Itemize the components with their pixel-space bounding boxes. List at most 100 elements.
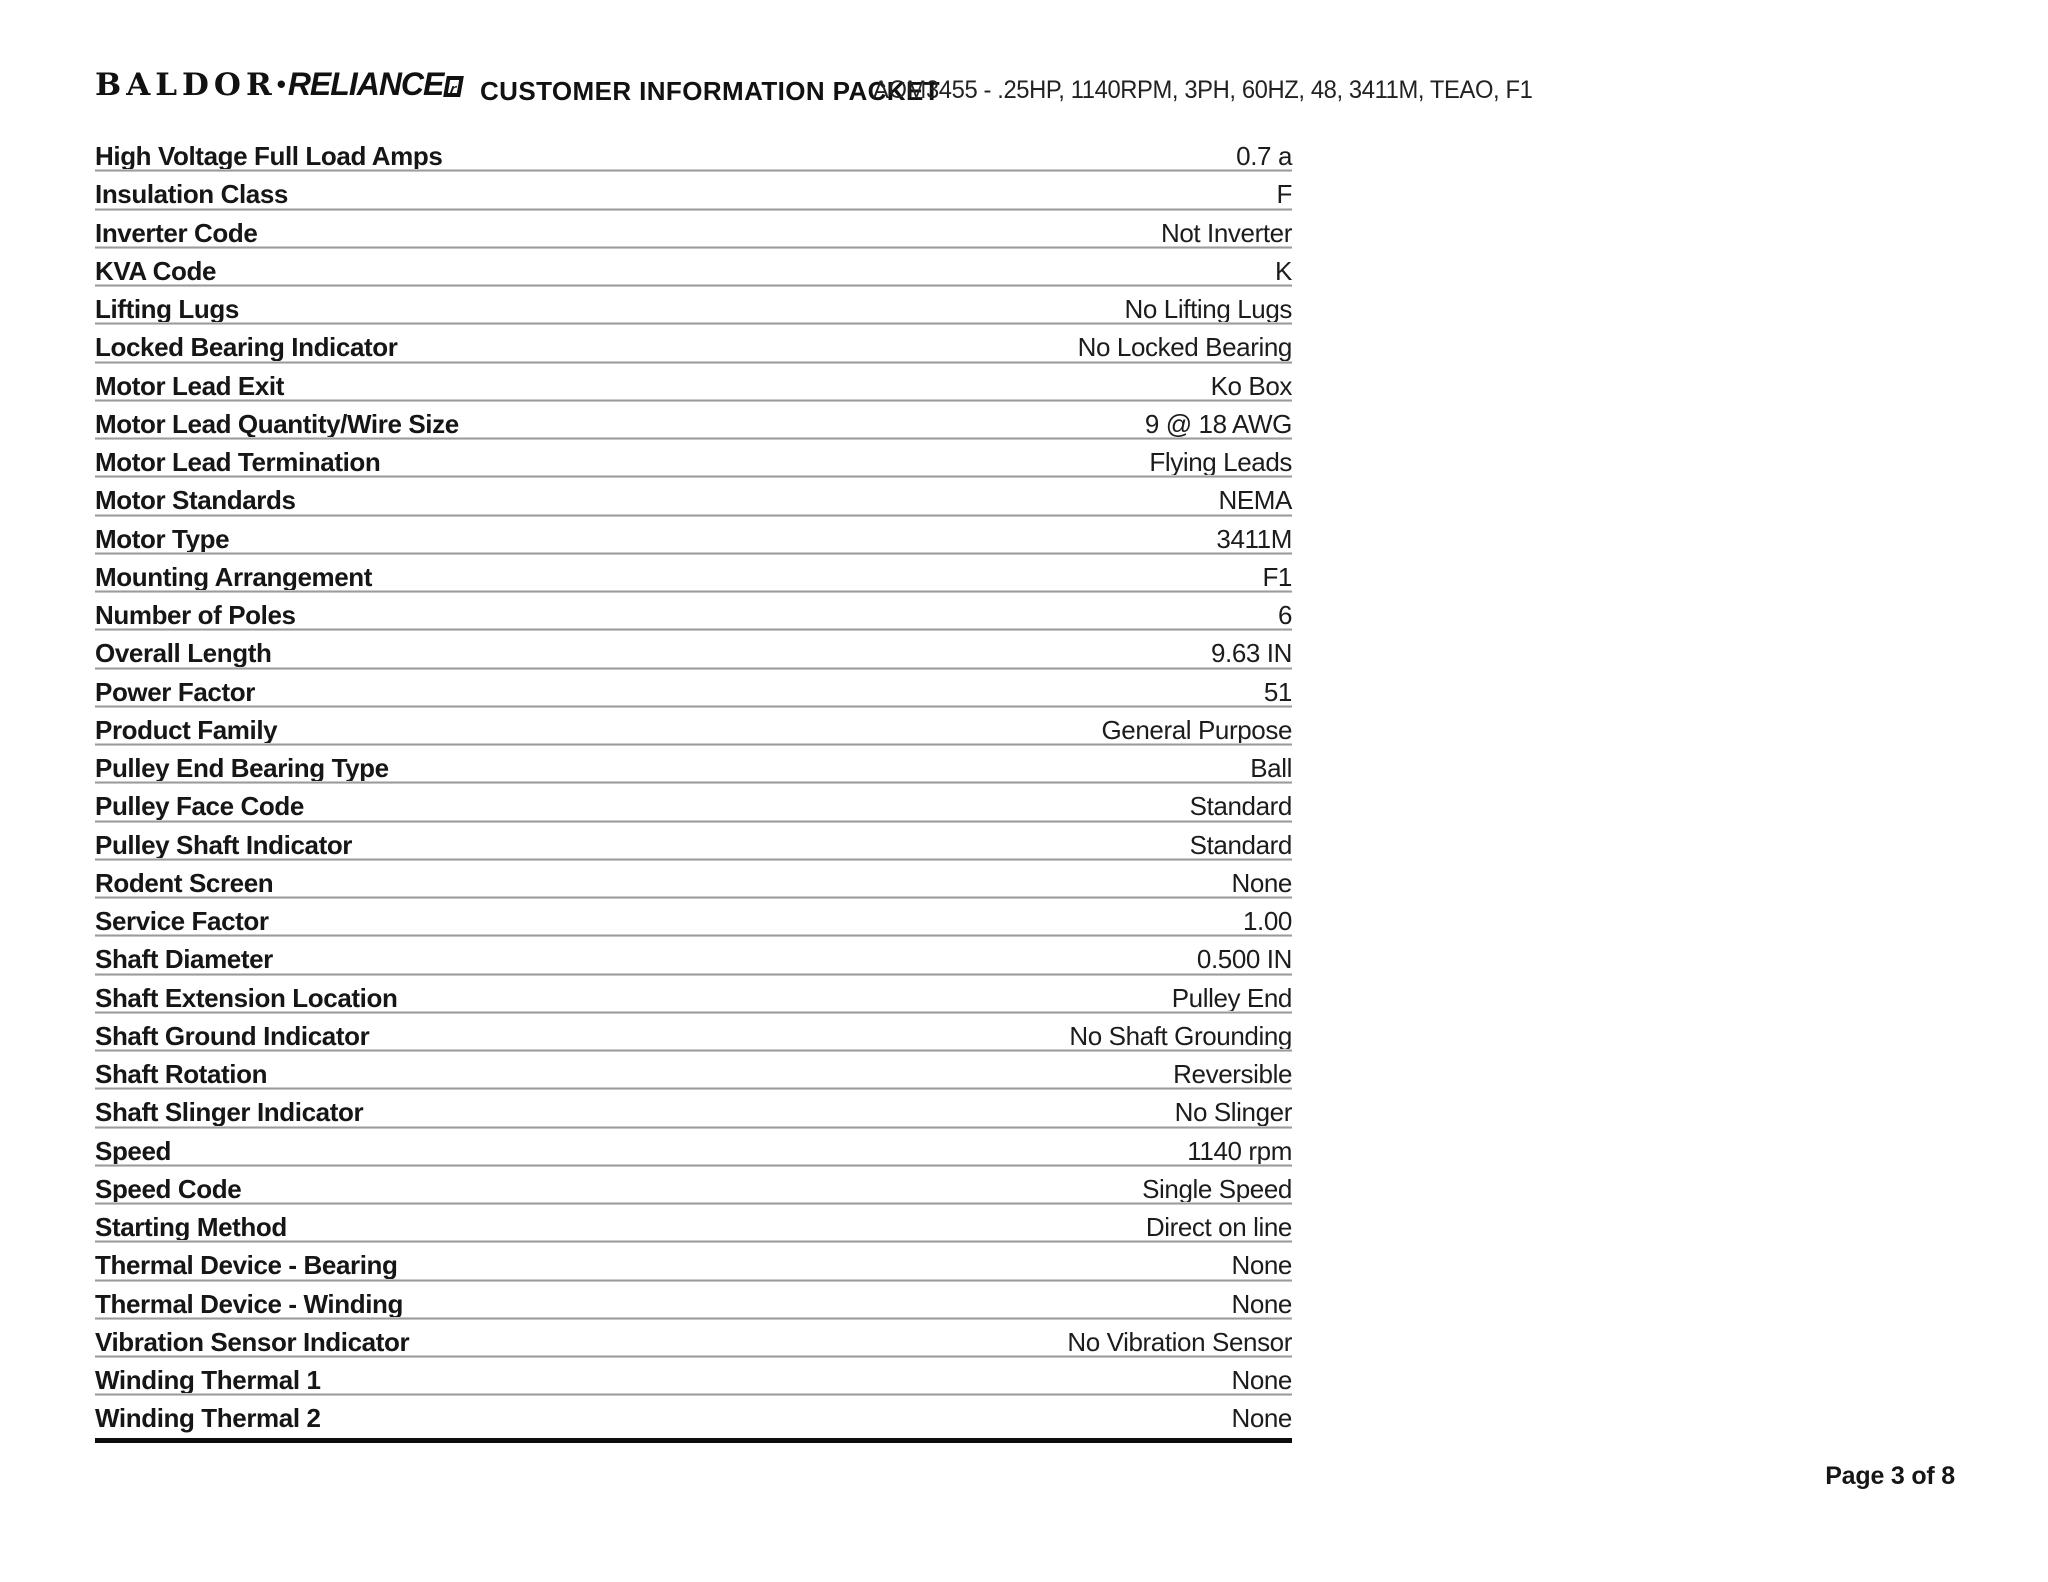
spec-value: Direct on line	[1145, 1212, 1293, 1242]
spec-row: Speed 1140 rpm	[95, 1132, 1292, 1170]
spec-table: High Voltage Full Load Amps 0.7 a Insula…	[95, 137, 1292, 1443]
spec-label: Winding Thermal 2	[95, 1403, 321, 1434]
spec-value: 0.500 IN	[1196, 944, 1292, 975]
product-description: AOM3455 - .25HP, 1140RPM, 3PH, 60HZ, 48,…	[873, 76, 1533, 104]
spec-label: Product Family	[95, 714, 278, 745]
spec-value: No Lifting Lugs	[1124, 294, 1293, 324]
spec-label: Pulley Shaft Indicator	[95, 829, 353, 860]
spec-label: Thermal Device - Winding	[95, 1288, 403, 1319]
spec-label: Service Factor	[95, 906, 269, 936]
spec-value: 1.00	[1242, 906, 1292, 936]
spec-value: General Purpose	[1101, 714, 1292, 745]
spec-value: K	[1275, 255, 1292, 286]
spec-row: Motor Lead Exit Ko Box	[95, 367, 1292, 405]
spec-row: Winding Thermal 2 None	[95, 1399, 1292, 1437]
spec-label: Speed Code	[95, 1173, 242, 1204]
spec-value: 51	[1263, 676, 1293, 707]
spec-value: None	[1231, 1403, 1292, 1434]
spec-label: Starting Method	[95, 1212, 287, 1242]
spec-row: High Voltage Full Load Amps 0.7 a	[95, 137, 1292, 175]
spec-row: Shaft Extension Location Pulley End	[95, 979, 1292, 1017]
spec-label: Thermal Device - Bearing	[95, 1250, 398, 1281]
spec-row: Speed Code Single Speed	[95, 1170, 1292, 1208]
document-header: BALDOR•RELIANCE r CUSTOMER INFORMATION PA…	[0, 0, 2048, 120]
spec-value: 0.7 a	[1236, 141, 1292, 171]
spec-row: Number of Poles 6	[95, 596, 1292, 634]
spec-label: Motor Lead Quantity/Wire Size	[95, 408, 459, 439]
spec-label: Motor Type	[95, 523, 230, 554]
spec-value: Reversible	[1173, 1059, 1292, 1089]
reliance-trademark-icon: r	[443, 76, 465, 98]
spec-label: Number of Poles	[95, 600, 296, 630]
spec-value: None	[1231, 867, 1292, 898]
logo-baldor-text: BALDOR	[95, 67, 277, 103]
spec-label: Inverter Code	[95, 217, 258, 248]
spec-row: Shaft Slinger Indicator No Slinger	[95, 1093, 1292, 1131]
spec-value: 6	[1277, 600, 1292, 630]
spec-value: No Locked Bearing	[1077, 332, 1293, 363]
spec-value: None	[1231, 1288, 1292, 1319]
spec-row: Motor Lead Quantity/Wire Size 9 @ 18 AWG	[95, 405, 1292, 443]
spec-label: Motor Lead Exit	[95, 370, 285, 401]
spec-label: Locked Bearing Indicator	[95, 332, 398, 363]
spec-value: 9 @ 18 AWG	[1144, 408, 1293, 439]
spec-value: Ko Box	[1210, 370, 1293, 401]
spec-value: Pulley End	[1171, 982, 1293, 1013]
spec-value: Ball	[1250, 753, 1292, 783]
spec-row: Insulation Class F	[95, 175, 1292, 213]
document-title: CUSTOMER INFORMATION PACKET	[480, 76, 941, 106]
spec-value: 1140 rpm	[1187, 1135, 1292, 1166]
spec-row: Pulley Face Code Standard	[95, 787, 1292, 825]
spec-row: Product Family General Purpose	[95, 711, 1292, 749]
spec-label: Pulley End Bearing Type	[95, 753, 389, 783]
spec-label: High Voltage Full Load Amps	[95, 141, 443, 171]
spec-label: Shaft Rotation	[95, 1059, 268, 1089]
spec-row: Starting Method Direct on line	[95, 1208, 1292, 1246]
spec-label: Speed	[95, 1135, 172, 1166]
spec-row: Motor Lead Termination Flying Leads	[95, 443, 1292, 481]
spec-value: No Shaft Grounding	[1069, 1020, 1292, 1051]
spec-row: Lifting Lugs No Lifting Lugs	[95, 290, 1292, 328]
spec-row: Thermal Device - Bearing None	[95, 1246, 1292, 1284]
spec-label: Lifting Lugs	[95, 294, 239, 324]
spec-value: No Vibration Sensor	[1067, 1326, 1292, 1357]
spec-row: Winding Thermal 1 None	[95, 1361, 1292, 1399]
spec-label: Vibration Sensor Indicator	[95, 1326, 410, 1357]
spec-value: No Slinger	[1174, 1097, 1293, 1128]
spec-row: Inverter Code Not Inverter	[95, 214, 1292, 252]
spec-value: 9.63 IN	[1210, 638, 1292, 669]
spec-label: KVA Code	[95, 255, 217, 286]
spec-row: Motor Standards NEMA	[95, 481, 1292, 519]
spec-row: Overall Length 9.63 IN	[95, 634, 1292, 672]
spec-value: None	[1231, 1365, 1292, 1395]
spec-label: Insulation Class	[95, 179, 288, 210]
spec-row: KVA Code K	[95, 252, 1292, 290]
spec-label: Overall Length	[95, 638, 272, 669]
spec-row: Locked Bearing Indicator No Locked Beari…	[95, 328, 1292, 366]
spec-value: F1	[1262, 561, 1292, 592]
spec-row: Mounting Arrangement F1	[95, 558, 1292, 596]
spec-row: Shaft Diameter 0.500 IN	[95, 940, 1292, 978]
spec-row: Service Factor 1.00	[95, 902, 1292, 940]
spec-row: Rodent Screen None	[95, 864, 1292, 902]
spec-value: 3411M	[1216, 523, 1292, 554]
spec-value: None	[1231, 1250, 1292, 1281]
logo-reliance-text: RELIANCE	[287, 66, 445, 102]
spec-row: Pulley End Bearing Type Ball	[95, 749, 1292, 787]
spec-label: Mounting Arrangement	[95, 561, 373, 592]
spec-row: Shaft Ground Indicator No Shaft Groundin…	[95, 1017, 1292, 1055]
spec-row: Vibration Sensor Indicator No Vibration …	[95, 1323, 1292, 1361]
spec-value: NEMA	[1218, 485, 1292, 516]
spec-label: Shaft Extension Location	[95, 982, 398, 1013]
spec-value: Single Speed	[1142, 1173, 1292, 1204]
brand-logo: BALDOR•RELIANCE r	[95, 66, 465, 107]
spec-label: Shaft Diameter	[95, 944, 273, 975]
spec-row: Shaft Rotation Reversible	[95, 1055, 1292, 1093]
logo-separator-dot: •	[276, 69, 286, 99]
spec-value: Flying Leads	[1149, 447, 1292, 477]
spec-label: Rodent Screen	[95, 867, 274, 898]
spec-label: Motor Standards	[95, 485, 296, 516]
spec-label: Power Factor	[95, 676, 255, 707]
spec-label: Winding Thermal 1	[95, 1365, 321, 1395]
